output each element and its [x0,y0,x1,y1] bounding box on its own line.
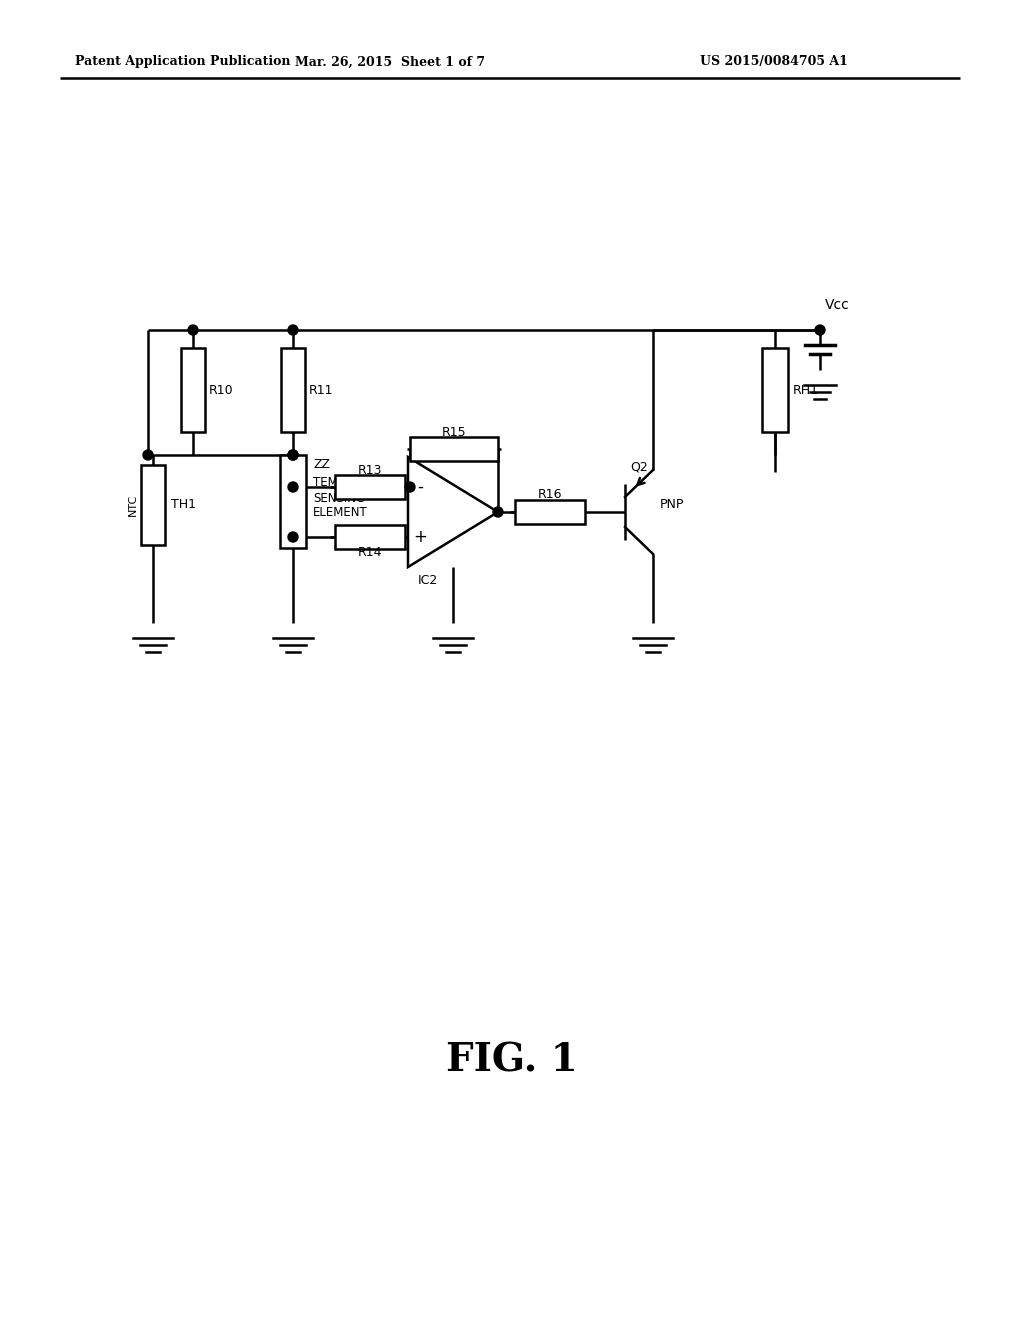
Circle shape [288,532,298,543]
Bar [335,475,406,499]
Text: R13: R13 [357,465,382,478]
Circle shape [143,450,153,459]
Text: ELEMENT: ELEMENT [313,507,368,520]
Text: PNP: PNP [660,498,684,511]
Text: Q2: Q2 [630,461,648,474]
Text: TH1: TH1 [171,499,196,511]
Text: +: + [413,528,427,546]
Text: FIG. 1: FIG. 1 [446,1041,578,1078]
Circle shape [288,450,298,459]
Bar [762,348,788,432]
Bar [281,348,305,432]
Circle shape [406,482,415,492]
Text: ZZ: ZZ [313,458,330,471]
Text: -: - [417,478,423,496]
Text: R16: R16 [538,487,562,500]
Text: RH1: RH1 [793,384,819,396]
Text: US 2015/0084705 A1: US 2015/0084705 A1 [700,55,848,69]
Circle shape [493,507,503,517]
Bar [280,455,306,548]
Bar [141,465,165,545]
Circle shape [288,325,298,335]
Text: R14: R14 [357,546,382,560]
Text: R11: R11 [309,384,334,396]
Circle shape [288,450,298,459]
Circle shape [288,482,298,492]
Text: R10: R10 [209,384,233,396]
Circle shape [188,325,198,335]
Bar [410,437,498,461]
Bar [181,348,205,432]
Circle shape [815,325,825,335]
Text: Patent Application Publication: Patent Application Publication [75,55,291,69]
Text: Vcc: Vcc [825,298,850,312]
Text: TEMPERATURE: TEMPERATURE [313,477,398,490]
Polygon shape [408,457,498,568]
Text: R15: R15 [441,426,466,440]
Text: Mar. 26, 2015  Sheet 1 of 7: Mar. 26, 2015 Sheet 1 of 7 [295,55,485,69]
Bar [515,500,585,524]
Text: NTC: NTC [128,494,138,516]
Bar [335,525,406,549]
Text: SENSING: SENSING [313,491,366,504]
Text: IC2: IC2 [418,574,438,587]
